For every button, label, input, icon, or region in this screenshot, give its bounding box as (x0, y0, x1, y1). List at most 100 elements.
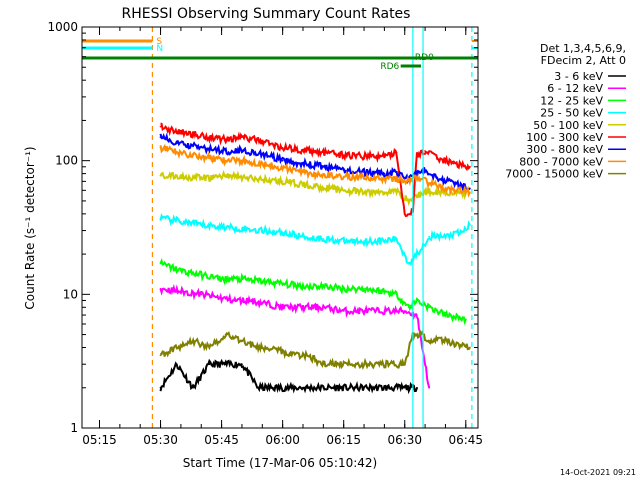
data-point (416, 386, 418, 389)
data-point (175, 130, 178, 133)
x-tick-label: 05:15 (82, 433, 117, 447)
data-point (355, 363, 357, 366)
data-point (261, 280, 264, 283)
data-point (241, 136, 243, 139)
y-axis-label: Count Rate (s⁻¹ detector⁻¹) (23, 146, 37, 309)
data-point (444, 187, 447, 190)
data-point (281, 282, 284, 285)
data-point (322, 237, 325, 240)
data-point (175, 175, 178, 178)
data-point (192, 339, 195, 342)
data-point (192, 145, 195, 148)
y-tick-label: 1 (70, 421, 78, 435)
series-line (159, 283, 431, 389)
data-point (444, 314, 447, 316)
data-point (306, 386, 308, 389)
data-point (192, 386, 195, 389)
legend-label: 800 - 7000 keV (519, 155, 603, 168)
data-point (261, 140, 264, 143)
data-point (241, 176, 243, 179)
data-point (444, 339, 447, 342)
data-point (452, 162, 455, 165)
series-line (159, 358, 418, 395)
data-point (436, 156, 439, 159)
data-point (302, 306, 304, 309)
data-point (322, 386, 325, 389)
series-3 (159, 213, 471, 267)
data-point (395, 293, 398, 296)
data-point (371, 363, 374, 366)
data-point (257, 346, 260, 349)
data-point (416, 299, 418, 302)
data-point (416, 172, 418, 175)
legend-header: Det 1,3,4,5,6,9,FDecim 2, Att 0 (540, 42, 626, 67)
data-point (322, 285, 325, 288)
x-tick-label: 05:30 (143, 433, 178, 447)
legend-label: 300 - 800 keV (526, 143, 603, 156)
data-point (159, 146, 162, 149)
data-point (342, 310, 345, 312)
x-axis-label: Start Time (17-Mar-06 05:10:42) (183, 456, 377, 470)
series-group (159, 122, 471, 395)
data-point (424, 169, 426, 172)
legend-label: 7000 - 15000 keV (505, 168, 603, 181)
footer-date: 14-Oct-2021 09:21 (560, 468, 636, 477)
series-line (159, 257, 467, 326)
data-point (249, 299, 251, 302)
data-point (468, 165, 471, 168)
data-point (464, 318, 467, 321)
data-point (363, 171, 365, 174)
data-point (261, 162, 264, 165)
plot-area: SN RD6 RD0 1 10 100 1000 05:15 05:30 05:45 06:00 06… (47, 20, 483, 447)
data-point (428, 306, 431, 309)
data-point (175, 346, 178, 349)
data-point (159, 386, 162, 389)
data-point (216, 296, 219, 299)
x-tick-label: 05:45 (204, 433, 239, 447)
data-point (200, 273, 203, 276)
data-point (159, 136, 162, 139)
x-tick-label: 06:30 (387, 433, 422, 447)
data-point (468, 224, 471, 226)
data-point (383, 290, 386, 293)
data-point (383, 155, 386, 158)
data-point (395, 190, 398, 193)
data-point (322, 151, 325, 154)
data-point (208, 148, 211, 151)
data-point (241, 227, 243, 230)
data-point (261, 153, 264, 155)
data-point (179, 290, 182, 293)
plot-frame (81, 26, 479, 429)
rd-flag-label-0: RD6 (380, 62, 399, 72)
data-point (261, 178, 264, 181)
rd-flag-label-1: RD0 (415, 53, 434, 63)
series-2 (159, 257, 467, 326)
data-point (289, 354, 292, 357)
data-point (407, 262, 410, 265)
data-point (387, 363, 390, 366)
data-point (159, 217, 162, 220)
series-4 (159, 169, 467, 207)
data-point (192, 133, 195, 136)
data-point (428, 386, 431, 389)
series-1 (159, 283, 431, 389)
data-point (383, 240, 386, 243)
series-line (159, 328, 471, 371)
y-tick-label: 10 (63, 287, 78, 301)
data-point (208, 346, 211, 349)
x-tick-label: 06:45 (448, 433, 483, 447)
data-point (363, 176, 365, 179)
data-point (395, 237, 398, 240)
data-point (416, 314, 418, 316)
data-point (224, 174, 227, 176)
legend-label: 12 - 25 keV (540, 94, 603, 107)
data-point (281, 306, 284, 309)
data-point (342, 154, 345, 157)
data-point (424, 150, 426, 152)
data-point (200, 293, 203, 296)
data-point (460, 231, 463, 234)
x-tick-label: 06:00 (265, 433, 300, 447)
data-point (322, 306, 325, 309)
